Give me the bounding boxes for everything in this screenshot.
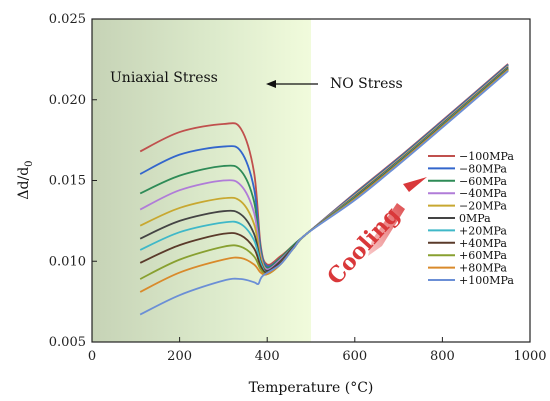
x-tick-label: 600	[342, 349, 367, 364]
y-tick-label: 0.005	[49, 335, 86, 350]
legend-label: +80MPa	[459, 262, 507, 275]
legend: −100MPa−80MPa−60MPa−40MPa−20MPa0MPa+20MP…	[428, 150, 514, 287]
legend-label: +60MPa	[459, 249, 507, 262]
series-layer	[139, 63, 509, 316]
x-axis-title: Temperature (°C)	[249, 380, 374, 396]
y-tick-label: 0.025	[49, 12, 86, 27]
no-stress-label: NO Stress	[330, 76, 403, 92]
cooling-arrow	[368, 177, 427, 256]
legend-label: +20MPa	[459, 224, 507, 237]
y-axis-title: Δd/d0	[16, 160, 35, 199]
legend-label: +40MPa	[459, 237, 507, 250]
uniaxial-stress-region	[92, 19, 311, 342]
axis-ticks: 0 200 400 600 800 1000 0.005 0.010 0.015 0.020 0.0…	[49, 12, 547, 364]
y-tick-label: 0.015	[49, 174, 86, 189]
legend-label: −80MPa	[459, 162, 507, 175]
legend-label: −20MPa	[459, 200, 507, 213]
series-line	[139, 70, 509, 316]
legend-label: +100MPa	[459, 274, 514, 287]
y-tick-label: 0.010	[49, 254, 86, 269]
uniaxial-stress-label: Uniaxial Stress	[110, 70, 218, 86]
legend-label: −60MPa	[459, 175, 507, 188]
no-stress-arrowhead	[266, 80, 276, 88]
x-tick-label: 800	[430, 349, 455, 364]
x-tick-label: 1000	[513, 349, 546, 364]
legend-label: −40MPa	[459, 187, 507, 200]
x-tick-label: 200	[167, 349, 192, 364]
x-tick-label: 400	[255, 349, 280, 364]
legend-label: −100MPa	[459, 150, 514, 163]
x-tick-label: 0	[88, 349, 96, 364]
y-tick-label: 0.020	[49, 93, 86, 108]
legend-label: 0MPa	[459, 212, 491, 225]
